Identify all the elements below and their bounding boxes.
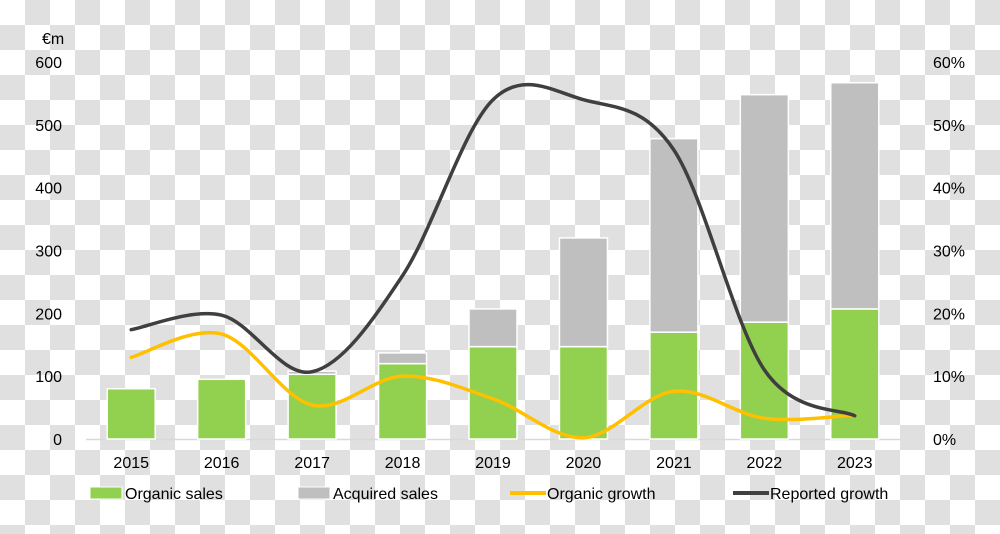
y-tick-label: 500 xyxy=(35,118,62,135)
legend-label: Acquired sales xyxy=(333,486,438,503)
x-tick-label: 2015 xyxy=(113,455,149,472)
y2-tick-label: 10% xyxy=(933,369,965,386)
y-tick-label: 0 xyxy=(53,432,62,449)
x-tick-label: 2019 xyxy=(475,455,511,472)
y2-tick-label: 40% xyxy=(933,181,965,198)
y2-tick-label: 60% xyxy=(933,55,965,72)
y2-tick-label: 0% xyxy=(933,432,956,449)
legend-label: Reported growth xyxy=(770,486,888,503)
y-tick-label: 600 xyxy=(35,55,62,72)
legend-item: Organic growth xyxy=(510,486,656,503)
legend-swatch xyxy=(297,486,331,500)
y-tick-label: 400 xyxy=(35,181,62,198)
y2-tick-label: 20% xyxy=(933,306,965,323)
bar-organic-sales xyxy=(649,331,699,440)
x-tick-label: 2021 xyxy=(656,455,692,472)
legend-item: Reported growth xyxy=(733,486,888,503)
bar-acquired-sales xyxy=(830,81,880,310)
x-tick-label: 2023 xyxy=(837,455,873,472)
bar-organic-sales xyxy=(196,378,247,440)
x-tick-label: 2020 xyxy=(566,455,602,472)
bar-acquired-sales xyxy=(558,237,609,348)
bar-organic-sales xyxy=(558,345,609,440)
bar-acquired-sales xyxy=(377,352,428,365)
x-tick-label: 2018 xyxy=(385,455,421,472)
y-tick-label: 100 xyxy=(35,369,62,386)
bar-organic-sales xyxy=(830,308,880,440)
y2-tick-label: 30% xyxy=(933,244,965,261)
bar-acquired-sales xyxy=(649,137,699,333)
y2-tick-label: 50% xyxy=(933,118,965,135)
bar-acquired-sales xyxy=(468,308,518,348)
x-tick-label: 2022 xyxy=(747,455,783,472)
legend-swatch xyxy=(89,486,123,500)
legend-item: Acquired sales xyxy=(297,486,438,503)
legend-label: Organic growth xyxy=(547,486,656,503)
y-tick-label: 300 xyxy=(35,244,62,261)
x-tick-label: 2016 xyxy=(204,455,240,472)
bar-acquired-sales xyxy=(739,93,790,323)
legend-item: Organic sales xyxy=(89,486,223,503)
legend-label: Organic sales xyxy=(125,486,223,503)
y-unit-label: €m xyxy=(42,31,64,48)
x-tick-label: 2017 xyxy=(294,455,330,472)
bar-organic-sales xyxy=(106,387,156,440)
y-tick-label: 200 xyxy=(35,306,62,323)
